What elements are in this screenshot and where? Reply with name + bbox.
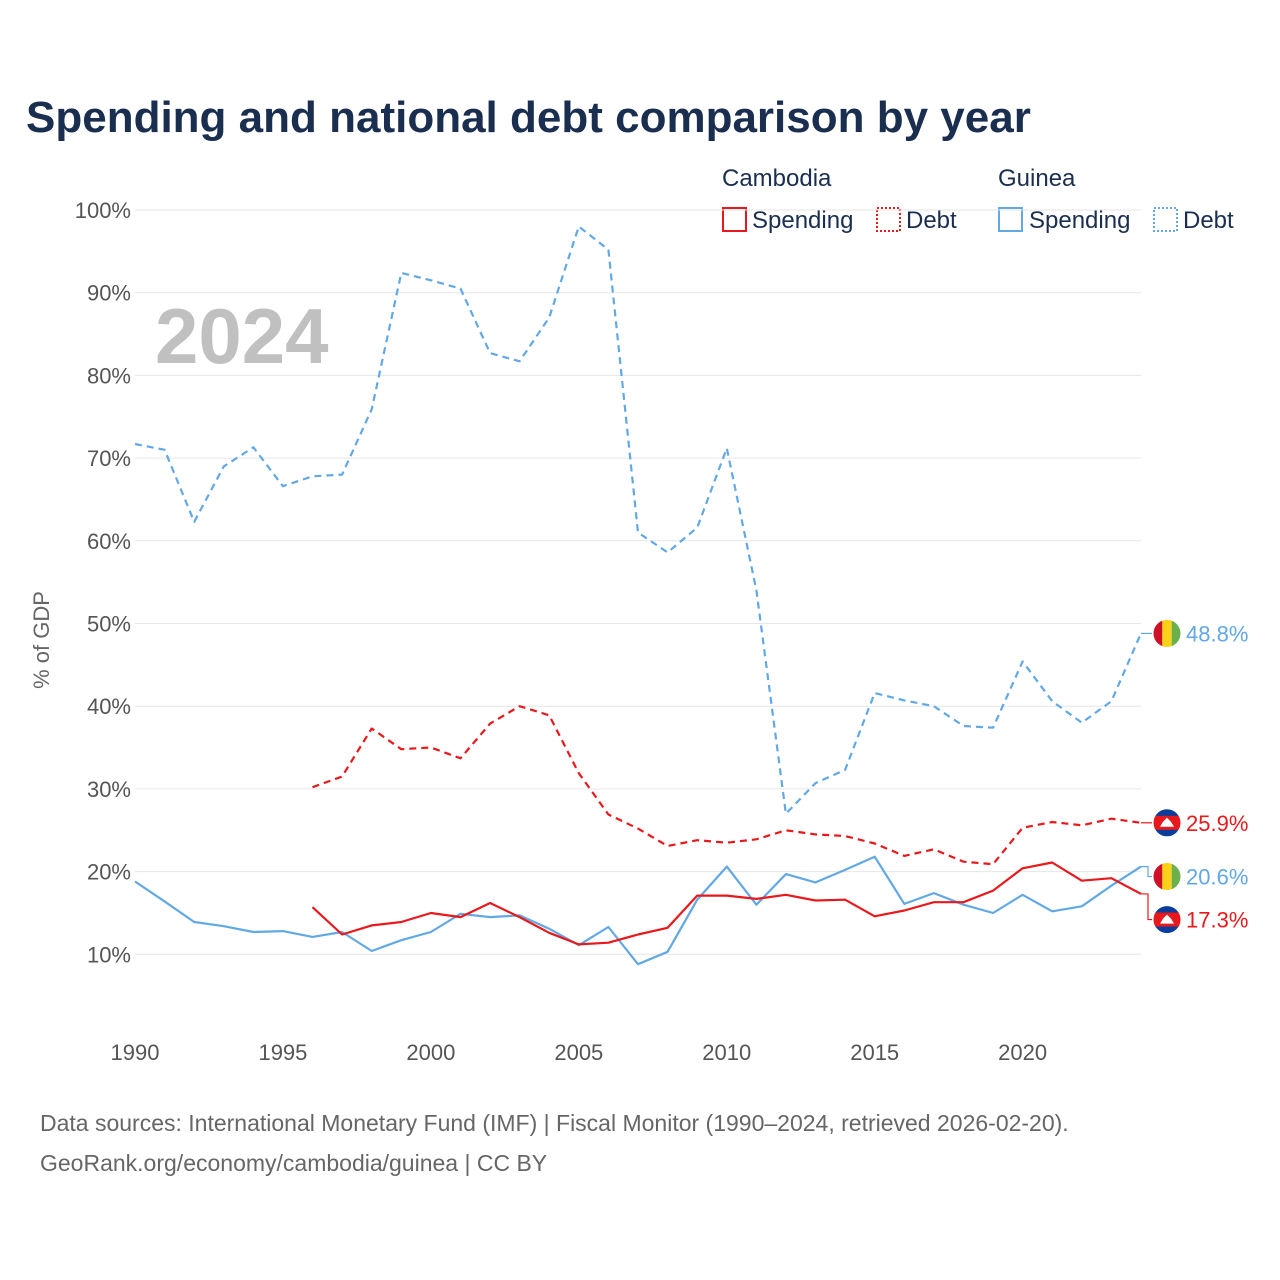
y-tick-label-10: 10% [87,942,131,967]
x-tick-label-2015: 2015 [850,1040,899,1065]
end-label-cambodia-debt: 25.9% [1186,811,1248,836]
legend-group-cambodia: Cambodia [722,165,832,192]
flag-border [1152,862,1182,892]
flag-temple-icon [1160,914,1174,924]
y-tick-label-20: 20% [87,860,131,885]
end-label-guinea-debt: 48.8% [1186,621,1248,646]
y-tick-label-50: 50% [87,612,131,637]
chart-title: Spending and national debt comparison by… [26,93,1031,142]
y-tick-label-100: 100% [75,198,131,223]
legend-label-cambodia-debt: Debt [906,207,957,234]
legend-swatch-guinea-debt [1153,207,1178,232]
flag-border [1152,905,1182,935]
y-axis-ticks: 10% 20% 30% 40% 50% 60% 70% 80% 90% 100% [75,198,131,967]
flag-temple-icon [1160,817,1174,827]
y-axis-label: % of GDP [29,591,54,689]
legend-label-cambodia-spending: Spending [752,207,853,234]
y-tick-label-80: 80% [87,363,131,388]
series-line-cambodia-spending [311,861,1142,946]
flag-cambodia-debt [1152,808,1182,838]
legend-label-guinea-spending: Spending [1029,207,1130,234]
connector-cambodia-spending [1141,893,1152,921]
y-tick-label-30: 30% [87,777,131,802]
x-tick-label-1990: 1990 [111,1040,160,1065]
series-line-cambodia-debt [312,705,1142,866]
flag-band-yellow [1162,862,1172,891]
series-lines [134,225,1143,966]
series-line-guinea-spending [134,855,1142,966]
gridlines [135,209,1141,955]
y-tick-label-40: 40% [87,694,131,719]
x-tick-label-2005: 2005 [554,1040,603,1065]
x-tick-label-2000: 2000 [406,1040,455,1065]
y-tick-label-70: 70% [87,446,131,471]
source-note: Data sources: International Monetary Fun… [40,1110,1069,1136]
flag-band-yellow [1162,619,1172,648]
flag-guinea-debt [1152,618,1182,648]
legend-swatch-cambodia-spending [722,207,747,232]
flag-band-green [1171,862,1181,891]
flag-border [1152,808,1182,838]
end-label-guinea-spending: 20.6% [1186,865,1248,890]
y-tick-label-90: 90% [87,281,131,306]
legend: Cambodia Guinea Spending Debt Spending D… [722,165,1234,234]
end-labels: 48.8% 25.9% 20.6% 17.3% [1141,618,1248,935]
end-label-cambodia-spending: 17.3% [1186,908,1248,933]
y-tick-label-60: 60% [87,529,131,554]
year-watermark: 2024 [155,292,329,380]
legend-group-guinea: Guinea [998,165,1076,192]
flag-guinea-spending [1152,862,1182,892]
legend-swatch-cambodia-debt [876,207,901,232]
flag-band-green [1171,619,1181,648]
flag-cambodia-spending [1152,905,1182,935]
x-tick-label-2020: 2020 [998,1040,1047,1065]
x-axis-ticks: 1990 1995 2000 2005 2010 2015 2020 [111,1040,1048,1065]
x-tick-label-1995: 1995 [258,1040,307,1065]
x-tick-label-2010: 2010 [702,1040,751,1065]
legend-swatch-guinea-spending [998,207,1023,232]
credit-note: GeoRank.org/economy/cambodia/guinea | CC… [40,1150,547,1176]
flag-band-red [1153,619,1163,648]
legend-label-guinea-debt: Debt [1183,207,1234,234]
connector-guinea-spending [1141,866,1152,878]
flag-band-red [1153,862,1163,891]
flag-border [1152,618,1182,648]
